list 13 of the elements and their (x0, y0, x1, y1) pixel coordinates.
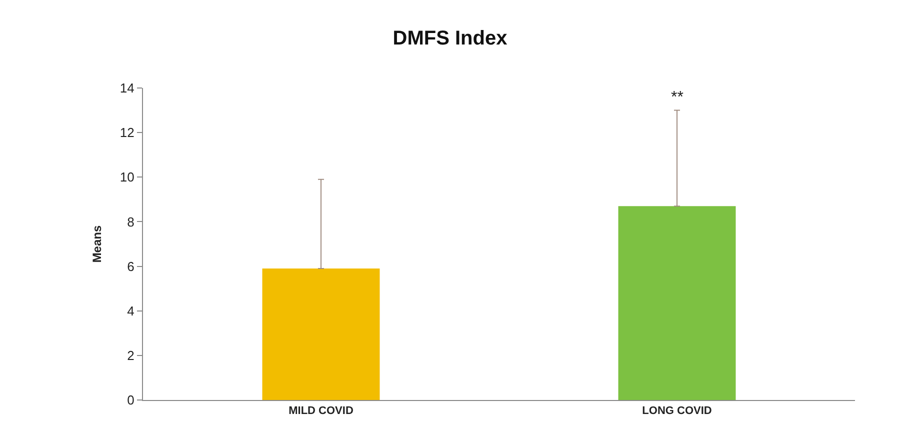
annotation: ** (671, 89, 684, 106)
y-tick-label: 8 (127, 214, 134, 230)
y-axis-title: Means (90, 225, 104, 263)
x-tick-label: MILD COVID (288, 405, 354, 418)
y-tick-label: 14 (120, 80, 134, 96)
y-tick-label: 12 (120, 125, 134, 140)
y-tick-label: 10 (120, 170, 134, 185)
x-tick-label: LONG COVID (642, 405, 712, 418)
y-tick-label: 4 (127, 303, 134, 318)
y-tick-label: 0 (127, 392, 134, 408)
chart-title: DMFS Index (392, 28, 508, 50)
y-tick-label: 6 (127, 258, 134, 274)
y-tick-label: 2 (127, 348, 134, 363)
